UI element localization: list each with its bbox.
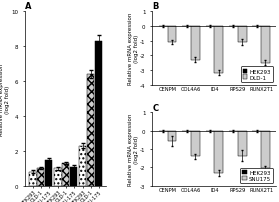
Bar <box>168 131 176 141</box>
Bar <box>62 163 69 186</box>
Y-axis label: Relative mRNA expression
(log2 fold): Relative mRNA expression (log2 fold) <box>128 113 139 185</box>
Bar <box>95 42 102 186</box>
Bar <box>54 168 61 186</box>
Bar <box>191 131 200 157</box>
Bar <box>238 27 247 43</box>
Bar <box>87 75 94 186</box>
Bar <box>261 131 270 168</box>
Y-axis label: Relative mRNA expression
(log2 fold): Relative mRNA expression (log2 fold) <box>128 13 139 85</box>
Y-axis label: Relative mRNA expression
(log2 fold): Relative mRNA expression (log2 fold) <box>0 63 10 135</box>
Bar <box>70 167 77 186</box>
Bar <box>191 27 200 60</box>
Bar <box>214 27 223 74</box>
Bar <box>261 27 270 63</box>
Legend: HEK293, SNU175: HEK293, SNU175 <box>240 168 273 183</box>
Bar <box>214 131 223 173</box>
Bar <box>79 146 86 186</box>
Bar <box>37 168 44 186</box>
Text: B: B <box>152 2 159 11</box>
Bar <box>238 131 247 156</box>
Text: C: C <box>152 103 158 112</box>
Text: A: A <box>25 2 32 11</box>
Bar <box>29 172 37 186</box>
Legend: HEK293, DLD-1: HEK293, DLD-1 <box>241 67 273 82</box>
Bar <box>45 160 52 186</box>
Bar <box>168 27 176 43</box>
